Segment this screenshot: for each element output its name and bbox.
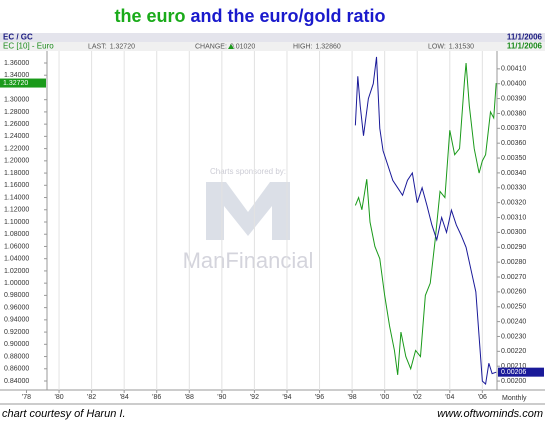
y2-tick-label: 0.00310 <box>501 214 526 221</box>
y-tick-label: 0.98000 <box>4 292 29 299</box>
x-tick-label: '92 <box>250 394 259 401</box>
y2-tick-label: 0.00330 <box>501 185 526 192</box>
y-tick-label: 1.34000 <box>4 72 29 79</box>
x-tick-label: '80 <box>54 394 63 401</box>
y2-tick-label: 0.00390 <box>501 95 526 102</box>
date: 11/1/2006 <box>507 42 543 51</box>
y-tick-label: 0.94000 <box>4 317 29 324</box>
watermark-logo <box>206 182 290 240</box>
date: 11/1/2006 <box>507 33 543 42</box>
y2-tick-label: 0.00360 <box>501 140 526 147</box>
value-marker <box>498 367 544 377</box>
y-tick-label: 1.18000 <box>4 170 29 177</box>
y-tick-label: 0.90000 <box>4 341 29 348</box>
y2-tick-label: 0.00320 <box>501 200 526 207</box>
header-bar <box>0 42 545 51</box>
header-bar <box>0 33 545 42</box>
x-tick-label: '90 <box>217 394 226 401</box>
y-tick-label: 1.08000 <box>4 231 29 238</box>
stat: LAST: 1.32720 <box>88 43 135 50</box>
y2-tick-label: 0.00210 <box>501 363 526 370</box>
symbol: EC / GC <box>3 33 33 42</box>
x-tick-label: '78 <box>22 394 31 401</box>
y-tick-label: 1.00000 <box>4 280 29 287</box>
x-tick-label: '96 <box>315 394 324 401</box>
y2-tick-label: 0.00280 <box>501 259 526 266</box>
x-tick-label: '06 <box>478 394 487 401</box>
watermark-text: Charts sponsored by: <box>210 167 286 176</box>
y-tick-label: 1.16000 <box>4 182 29 189</box>
y2-tick-label: 0.00250 <box>501 304 526 311</box>
x-tick-label: '00 <box>380 394 389 401</box>
x-tick-label: '88 <box>185 394 194 401</box>
y2-tick-label: 0.00270 <box>501 274 526 281</box>
y-tick-label: 1.10000 <box>4 219 29 226</box>
y-tick-label: 1.30000 <box>4 97 29 104</box>
x-tick-label: '04 <box>445 394 454 401</box>
y2-tick-label: 0.00260 <box>501 289 526 296</box>
y-tick-label: 1.12000 <box>4 207 29 214</box>
title-part: the euro <box>114 6 185 26</box>
x-tick-label: '86 <box>152 394 161 401</box>
stat: HIGH: 1.32860 <box>293 43 341 50</box>
x-unit-label: Monthly <box>502 395 527 402</box>
y-tick-label: 1.02000 <box>4 268 29 275</box>
y2-tick-label: 0.00300 <box>501 229 526 236</box>
y-tick-label: 0.96000 <box>4 304 29 311</box>
stat-label: LAST: <box>88 43 107 50</box>
y-tick-label: 1.36000 <box>4 60 29 67</box>
value-marker-label: 1.32720 <box>3 80 28 87</box>
watermark: Charts sponsored by: ManFinancial <box>183 167 314 273</box>
watermark-text: ManFinancial <box>183 248 314 273</box>
y-tick-label: 0.84000 <box>4 378 29 385</box>
y-tick-label: 1.28000 <box>4 109 29 116</box>
x-tick-label: '82 <box>87 394 96 401</box>
stat-value: 1.31530 <box>449 43 474 50</box>
y-tick-label: 1.24000 <box>4 133 29 140</box>
x-tick-label: '94 <box>282 394 291 401</box>
stat-value: 1.32860 <box>315 43 340 50</box>
value-marker-label: 0.00206 <box>501 369 526 376</box>
stat: CHANGE: 0.01020 <box>195 43 255 50</box>
x-tick-label: '02 <box>413 394 422 401</box>
y-tick-label: 1.22000 <box>4 145 29 152</box>
y2-tick-label: 0.00400 <box>501 81 526 88</box>
y2-tick-label: 0.00290 <box>501 244 526 251</box>
footer-text: www.oftwominds.com <box>437 408 543 420</box>
y2-tick-label: 0.00410 <box>501 66 526 73</box>
y-tick-label: 1.26000 <box>4 121 29 128</box>
stat-label: LOW: <box>428 43 446 50</box>
y-tick-label: 1.06000 <box>4 243 29 250</box>
value-marker <box>0 78 46 88</box>
y2-tick-label: 0.00230 <box>501 333 526 340</box>
y-tick-label: 1.20000 <box>4 158 29 165</box>
y2-tick-label: 0.00220 <box>501 348 526 355</box>
stat: LOW: 1.31530 <box>428 43 474 50</box>
title-part: and the euro/gold ratio <box>191 6 386 26</box>
y-tick-label: 1.14000 <box>4 194 29 201</box>
y-tick-label: 0.92000 <box>4 329 29 336</box>
series-line <box>354 62 497 375</box>
y-tick-label: 0.86000 <box>4 366 29 373</box>
y2-tick-label: 0.00240 <box>501 318 526 325</box>
y-tick-label: 0.88000 <box>4 353 29 360</box>
instrument: EC [10] - Euro <box>3 42 54 51</box>
footer-text: chart courtesy of Harun I. <box>2 408 126 420</box>
up-arrow <box>228 44 234 49</box>
x-tick-label: '84 <box>120 394 129 401</box>
y2-tick-label: 0.00200 <box>501 378 526 385</box>
stat-label: CHANGE: <box>195 43 227 50</box>
y2-tick-label: 0.00370 <box>501 125 526 132</box>
stat-value: 1.32720 <box>110 43 135 50</box>
y2-tick-label: 0.00380 <box>501 110 526 117</box>
stat-label: HIGH: <box>293 43 313 50</box>
y-tick-label: 1.04000 <box>4 256 29 263</box>
y2-tick-label: 0.00350 <box>501 155 526 162</box>
series-line <box>354 56 497 386</box>
y2-tick-label: 0.00340 <box>501 170 526 177</box>
stat-value: 0.01020 <box>230 43 255 50</box>
chart-title: the euro and the euro/gold ratio <box>114 6 385 26</box>
x-tick-label: '98 <box>348 394 357 401</box>
